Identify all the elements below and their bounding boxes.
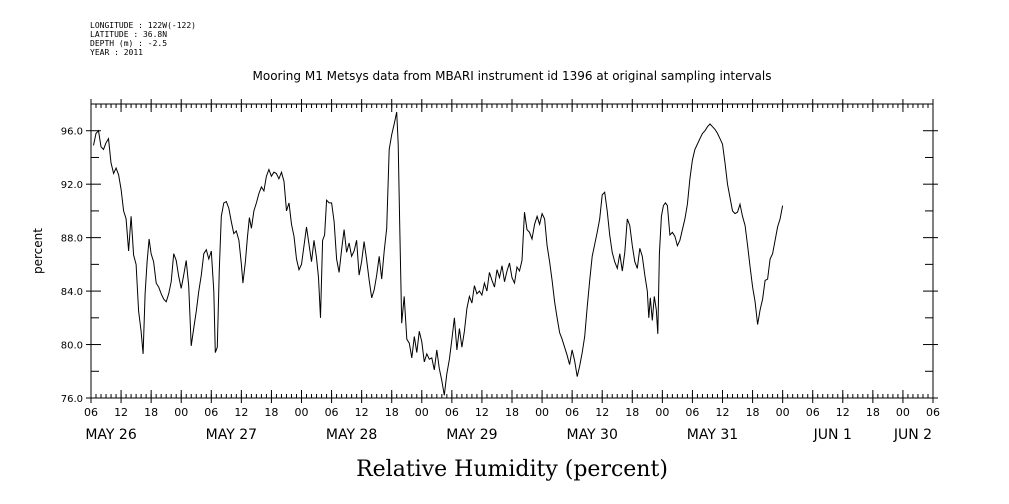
x-tick-label: 18 (264, 406, 278, 419)
meta-latitude: LATITUDE : 36.8N (90, 30, 168, 39)
x-tick-label: 18 (625, 406, 639, 419)
date-label: MAY 31 (687, 427, 738, 443)
x-tick-label: 18 (866, 406, 880, 419)
relative-humidity-series-line (93, 111, 784, 396)
y-tick-label: 92.0 (61, 180, 83, 191)
x-tick-label: 06 (926, 406, 940, 419)
date-label: JUN 1 (813, 427, 852, 443)
x-tick-label: 00 (655, 406, 669, 419)
meta-year: YEAR : 2011 (90, 48, 143, 57)
date-label: MAY 30 (566, 427, 617, 443)
x-tick-label: 18 (505, 406, 519, 419)
y-tick-label: 96.0 (61, 127, 83, 138)
y-tick-label: 76.0 (61, 394, 83, 405)
x-tick-label: 18 (144, 406, 158, 419)
date-label: MAY 26 (85, 427, 136, 443)
date-label: MAY 27 (206, 427, 257, 443)
x-tick-label: 00 (174, 406, 188, 419)
metadata-block: LONGITUDE : 122W(-122) LATITUDE : 36.8N … (90, 21, 196, 57)
x-tick-label: 12 (475, 406, 489, 419)
minor-ticks (91, 104, 933, 398)
chart-title: Mooring M1 Metsys data from MBARI instru… (253, 69, 772, 83)
meta-longitude: LONGITUDE : 122W(-122) (90, 21, 196, 30)
x-tick-label: 12 (355, 406, 369, 419)
date-label: MAY 29 (446, 427, 497, 443)
date-label: JUN 2 (893, 427, 932, 443)
x-tick-label: 18 (385, 406, 399, 419)
meta-depth: DEPTH (m) : -2.5 (90, 39, 168, 48)
x-tick-label: 12 (716, 406, 730, 419)
x-tick-label: 06 (685, 406, 699, 419)
x-tick-label: 12 (234, 406, 248, 419)
plot-frame (90, 103, 934, 399)
y-tick-label: 84.0 (61, 287, 83, 298)
y-axis-label: percent (31, 228, 45, 274)
x-tick-label: 06 (565, 406, 579, 419)
x-tick-label: 12 (114, 406, 128, 419)
x-tick-label: 00 (295, 406, 309, 419)
x-tick-label: 00 (415, 406, 429, 419)
x-tick-label: 06 (806, 406, 820, 419)
y-axis: 76.0 80.0 84.0 88.0 92.0 96.0 (61, 127, 938, 405)
x-tick-label: 18 (746, 406, 760, 419)
x-axis: 06 12 18 00 06 12 18 00 06 12 18 00 06 12 18 00 06 12 18 00… (84, 99, 940, 419)
x-tick-label: 06 (445, 406, 459, 419)
x-axis-label: Relative Humidity (percent) (356, 457, 668, 482)
x-tick-label: 00 (535, 406, 549, 419)
x-tick-label: 06 (204, 406, 218, 419)
y-tick-label: 80.0 (61, 341, 83, 352)
x-tick-label: 00 (776, 406, 790, 419)
date-labels: MAY 26 MAY 27 MAY 28 MAY 29 MAY 30 MAY 31 JUN … (85, 427, 932, 443)
y-tick-label: 88.0 (61, 234, 83, 245)
x-tick-label: 12 (836, 406, 850, 419)
x-tick-label: 00 (896, 406, 910, 419)
x-tick-label: 06 (84, 406, 98, 419)
x-tick-label: 12 (595, 406, 609, 419)
x-tick-label: 06 (325, 406, 339, 419)
date-label: MAY 28 (326, 427, 377, 443)
